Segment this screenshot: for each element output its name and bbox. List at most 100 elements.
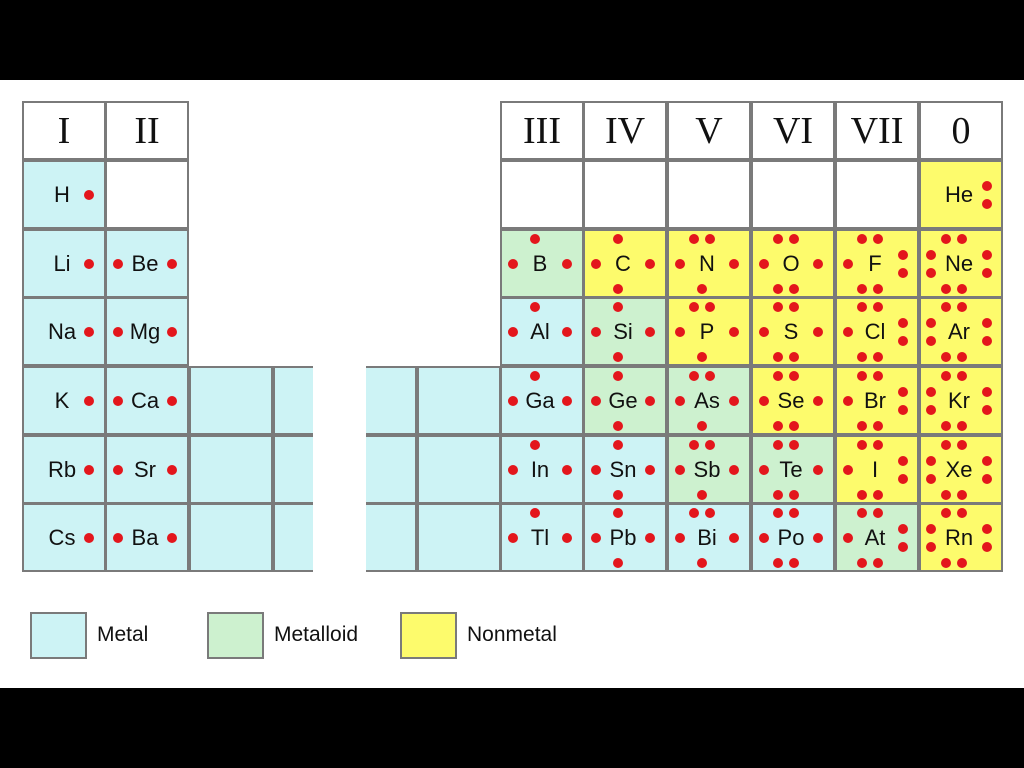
valence-electron-dot: [857, 489, 867, 500]
valence-electron-dot: [843, 258, 853, 269]
valence-electron-dot: [84, 395, 94, 406]
valence-electron-dot: [926, 523, 936, 534]
valence-electron-dot: [562, 532, 572, 543]
valence-electron-dot: [813, 326, 823, 337]
element-symbol: Rb: [47, 456, 77, 482]
element-symbol: I: [871, 456, 879, 482]
element-symbol: Pb: [609, 524, 637, 550]
valence-electron-dot: [167, 464, 177, 475]
valence-electron-dot: [508, 464, 518, 475]
element-cell-he: [919, 160, 1003, 229]
element-symbol: C: [615, 250, 631, 276]
valence-electron-dot: [957, 489, 967, 500]
valence-electron-dot: [508, 395, 518, 406]
valence-electron-dot: [562, 326, 572, 337]
element-symbol: Cs: [48, 524, 76, 550]
element-symbol: Se: [777, 387, 805, 413]
valence-electron-dot: [675, 395, 685, 406]
valence-electron-dot: [613, 370, 623, 381]
element-symbol: O: [782, 250, 800, 276]
valence-electron-dot: [613, 507, 623, 518]
valence-electron-dot: [857, 557, 867, 568]
valence-electron-dot: [591, 258, 601, 269]
valence-electron-dot: [705, 507, 715, 518]
valence-electron-dot: [773, 420, 783, 431]
element-cell-sn: [583, 435, 667, 504]
valence-electron-dot: [789, 233, 799, 244]
legend-swatch-nonmetal: [400, 612, 457, 659]
valence-electron-dot: [729, 532, 739, 543]
valence-electron-dot: [898, 249, 908, 260]
transition-metal-placeholder: [366, 435, 417, 504]
valence-electron-dot: [873, 420, 883, 431]
valence-electron-dot: [167, 258, 177, 269]
transition-metal-placeholder: [189, 503, 273, 572]
element-symbol: Ge: [608, 387, 638, 413]
element-symbol: Li: [53, 250, 71, 276]
valence-electron-dot: [857, 507, 867, 518]
group-header: IV: [583, 101, 667, 160]
valence-electron-dot: [84, 464, 94, 475]
valence-electron-dot: [167, 532, 177, 543]
valence-electron-dot: [898, 523, 908, 534]
valence-electron-dot: [789, 420, 799, 431]
valence-electron-dot: [982, 335, 992, 346]
valence-electron-dot: [113, 258, 123, 269]
legend-swatch-metalloid: [207, 612, 264, 659]
valence-electron-dot: [982, 473, 992, 484]
element-symbol: Br: [864, 387, 886, 413]
valence-electron-dot: [697, 420, 707, 431]
valence-electron-dot: [982, 455, 992, 466]
element-cell-na: [22, 297, 106, 366]
valence-electron-dot: [873, 283, 883, 294]
group-header: III: [500, 101, 584, 160]
element-symbol: Si: [613, 318, 633, 344]
valence-electron-dot: [789, 557, 799, 568]
valence-electron-dot: [843, 395, 853, 406]
valence-electron-dot: [591, 326, 601, 337]
valence-electron-dot: [789, 370, 799, 381]
valence-electron-dot: [613, 301, 623, 312]
valence-electron-dot: [898, 386, 908, 397]
valence-electron-dot: [508, 326, 518, 337]
group-header: V: [667, 101, 751, 160]
valence-electron-dot: [957, 233, 967, 244]
element-symbol: Kr: [948, 387, 970, 413]
valence-electron-dot: [113, 464, 123, 475]
valence-electron-dot: [675, 326, 685, 337]
empty-cell: [835, 160, 919, 229]
valence-electron-dot: [759, 464, 769, 475]
element-symbol: P: [699, 318, 715, 344]
valence-electron-dot: [982, 317, 992, 328]
valence-electron-dot: [113, 395, 123, 406]
valence-electron-dot: [689, 301, 699, 312]
valence-electron-dot: [898, 335, 908, 346]
element-symbol: Xe: [945, 456, 973, 482]
legend-label-metalloid: Metalloid: [274, 623, 359, 646]
valence-electron-dot: [729, 464, 739, 475]
valence-electron-dot: [773, 233, 783, 244]
valence-electron-dot: [926, 404, 936, 415]
valence-electron-dot: [705, 370, 715, 381]
valence-electron-dot: [857, 351, 867, 362]
valence-electron-dot: [941, 507, 951, 518]
valence-electron-dot: [898, 267, 908, 278]
valence-electron-dot: [857, 439, 867, 450]
valence-electron-dot: [591, 464, 601, 475]
valence-electron-dot: [982, 198, 992, 209]
valence-electron-dot: [645, 532, 655, 543]
valence-electron-dot: [957, 507, 967, 518]
valence-electron-dot: [562, 258, 572, 269]
valence-electron-dot: [729, 258, 739, 269]
valence-electron-dot: [773, 507, 783, 518]
valence-electron-dot: [926, 267, 936, 278]
valence-electron-dot: [530, 301, 540, 312]
valence-electron-dot: [926, 335, 936, 346]
valence-electron-dot: [941, 370, 951, 381]
valence-electron-dot: [813, 532, 823, 543]
valence-electron-dot: [705, 301, 715, 312]
element-symbol: Sr: [134, 456, 156, 482]
valence-electron-dot: [957, 351, 967, 362]
valence-electron-dot: [857, 233, 867, 244]
element-symbol: H: [54, 181, 70, 207]
